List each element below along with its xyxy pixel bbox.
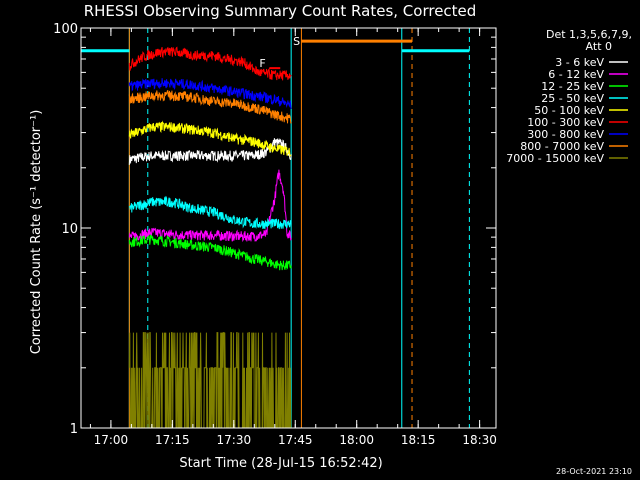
chart-title: RHESSI Observing Summary Count Rates, Co… [84,2,477,20]
x-tick-label-4: 18:00 [339,433,374,447]
series-line-0 [128,137,292,165]
axes: 17:00 17:15 17:30 17:45 18:00 18:15 18:30 1 10 10… [53,22,497,447]
legend-label-3: 25 - 50 keV [541,92,604,105]
flare-marker: F [259,57,265,70]
series-line-8 [128,332,292,429]
x-tick-label-1: 17:15 [155,433,190,447]
y-tick-label-2: 100 [53,22,78,37]
legend-label-0: 3 - 6 keV [555,56,604,69]
series-line-7 [128,90,292,124]
series-line-5 [128,46,292,81]
saa-marker: S [293,35,300,48]
plot-area: SF [81,28,470,429]
x-tick-label-6: 18:30 [462,433,497,447]
legend-label-7: 800 - 7000 keV [520,140,604,153]
series-line-3 [128,195,292,230]
x-tick-label-5: 18:15 [401,433,436,447]
series-line-1 [128,169,292,243]
legend-title-line2: Att 0 [586,40,612,53]
legend-title-line1: Det 1,3,5,6,7,9, [546,28,632,41]
legend-label-2: 12 - 25 keV [541,80,604,93]
legend-label-6: 300 - 800 keV [527,128,604,141]
legend-label-5: 100 - 300 keV [527,116,604,129]
x-axis-label: Start Time (28-Jul-15 16:52:42) [179,456,382,471]
legend-label-1: 6 - 12 keV [548,68,604,81]
x-tick-label-2: 17:30 [217,433,252,447]
legend-label-8: 7000 - 15000 keV [506,152,604,165]
series-line-4 [128,120,292,158]
footer-timestamp: 28-Oct-2021 23:10 [556,467,632,476]
y-tick-label-0: 1 [70,422,78,437]
x-tick-label-3: 17:45 [278,433,313,447]
y-axis-label: Corrected Count Rate (s⁻¹ detector⁻¹) [29,110,44,355]
legend-label-4: 50 - 100 keV [534,104,604,117]
y-tick-label-1: 10 [61,222,78,237]
series-line-6 [128,78,292,110]
series-line-2 [128,234,292,271]
x-tick-label-0: 17:00 [94,433,129,447]
